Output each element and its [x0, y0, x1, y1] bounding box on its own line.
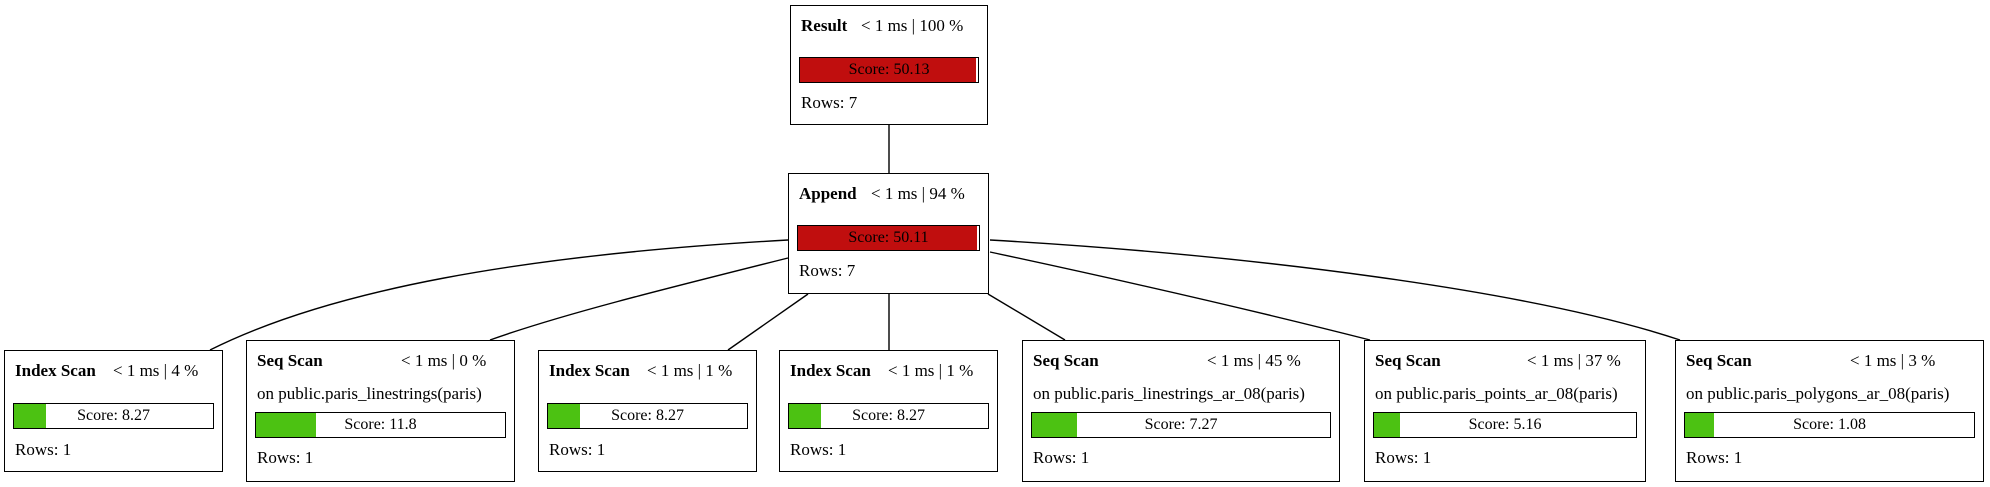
- edge-append-scan2: [489, 257, 789, 341]
- node-relation: on public.paris_linestrings(paris): [257, 384, 482, 403]
- node-rows: Rows: 1: [1375, 448, 1432, 467]
- node-relation: on public.paris_linestrings_ar_08(paris): [1033, 384, 1305, 403]
- node-timing: < 1 ms | 94 %: [871, 184, 965, 203]
- node-rows: Rows: 1: [549, 440, 606, 459]
- score-label: Score: 8.27: [852, 407, 925, 424]
- node-timing: < 1 ms | 0 %: [401, 351, 487, 370]
- edge-append-scan1: [209, 239, 789, 351]
- plan-node-seq-scan-points-ar-08[interactable]: Seq Scan < 1 ms | 37 % on public.paris_po…: [1364, 340, 1646, 482]
- node-operation: Index Scan: [15, 361, 96, 380]
- score-label: Score: 5.16: [1468, 416, 1542, 433]
- score-label: Score: 1.08: [1793, 416, 1866, 433]
- plan-node-index-scan-1[interactable]: Index Scan < 1 ms | 4 % Score: 8.27 Rows:…: [4, 350, 223, 472]
- node-timing: < 1 ms | 1 %: [888, 361, 974, 380]
- node-operation: Index Scan: [549, 361, 630, 380]
- edge-append-scan6: [989, 251, 1371, 341]
- node-rows: Rows: 1: [1033, 448, 1090, 467]
- score-label: Score: 8.27: [611, 407, 684, 424]
- plan-node-seq-scan-linestrings[interactable]: Seq Scan < 1 ms | 0 % on public.paris_lin…: [246, 340, 515, 482]
- node-timing: < 1 ms | 3 %: [1850, 351, 1936, 370]
- node-timing: < 1 ms | 37 %: [1527, 351, 1621, 370]
- score-bar: Score: 8.27: [13, 403, 214, 429]
- node-rows: Rows: 7: [801, 93, 858, 112]
- plan-node-seq-scan-polygons-ar-08[interactable]: Seq Scan < 1 ms | 3 % on public.paris_pol…: [1675, 340, 1984, 482]
- node-operation: Seq Scan: [1375, 351, 1441, 370]
- score-fill: [1032, 413, 1077, 437]
- score-label: Score: 11.8: [344, 416, 417, 433]
- node-operation: Seq Scan: [257, 351, 323, 370]
- edge-append-scan7: [989, 239, 1681, 341]
- score-bar: Score: 50.13: [799, 57, 979, 83]
- node-timing: < 1 ms | 100 %: [861, 16, 964, 35]
- score-label: Score: 50.13: [848, 61, 930, 78]
- score-bar: Score: 5.16: [1373, 412, 1637, 438]
- node-timing: < 1 ms | 1 %: [647, 361, 733, 380]
- node-relation: on public.paris_polygons_ar_08(paris): [1686, 384, 1950, 403]
- score-label: Score: 50.11: [848, 229, 929, 246]
- score-fill: [14, 404, 46, 428]
- score-bar: Score: 11.8: [255, 412, 506, 438]
- score-fill: [548, 404, 580, 428]
- score-label: Score: 7.27: [1144, 416, 1218, 433]
- node-rows: Rows: 7: [799, 261, 856, 280]
- node-operation: Append: [799, 184, 857, 203]
- node-timing: < 1 ms | 45 %: [1207, 351, 1301, 370]
- node-operation: Seq Scan: [1686, 351, 1752, 370]
- plan-node-index-scan-2[interactable]: Index Scan < 1 ms | 1 % Score: 8.27 Rows:…: [538, 350, 757, 472]
- node-relation: on public.paris_points_ar_08(paris): [1375, 384, 1618, 403]
- node-rows: Rows: 1: [15, 440, 72, 459]
- score-bar: Score: 50.11: [797, 225, 980, 251]
- score-bar: Score: 8.27: [788, 403, 989, 429]
- node-operation: Result: [801, 16, 848, 35]
- score-fill: [800, 58, 977, 82]
- plan-node-result[interactable]: Result < 1 ms | 100 % Score: 50.13 Rows: …: [790, 5, 988, 125]
- node-rows: Rows: 1: [1686, 448, 1743, 467]
- node-operation: Seq Scan: [1033, 351, 1099, 370]
- node-rows: Rows: 1: [790, 440, 847, 459]
- score-bar: Score: 1.08: [1684, 412, 1975, 438]
- score-fill: [1374, 413, 1401, 437]
- score-fill: [1685, 413, 1714, 437]
- score-fill: [256, 413, 316, 437]
- edge-append-scan3: [727, 293, 809, 351]
- node-rows: Rows: 1: [257, 448, 314, 467]
- edge-append-scan5: [987, 293, 1066, 341]
- score-bar: Score: 8.27: [547, 403, 748, 429]
- node-operation: Index Scan: [790, 361, 871, 380]
- score-bar: Score: 7.27: [1031, 412, 1331, 438]
- score-fill: [789, 404, 821, 428]
- node-timing: < 1 ms | 4 %: [113, 361, 199, 380]
- plan-node-index-scan-3[interactable]: Index Scan < 1 ms | 1 % Score: 8.27 Rows:…: [779, 350, 998, 472]
- score-fill: [798, 226, 978, 250]
- plan-node-seq-scan-linestrings-ar-08[interactable]: Seq Scan < 1 ms | 45 % on public.paris_li…: [1022, 340, 1340, 482]
- plan-node-append[interactable]: Append < 1 ms | 94 % Score: 50.11 Rows: 7: [788, 173, 989, 294]
- score-label: Score: 8.27: [77, 407, 150, 424]
